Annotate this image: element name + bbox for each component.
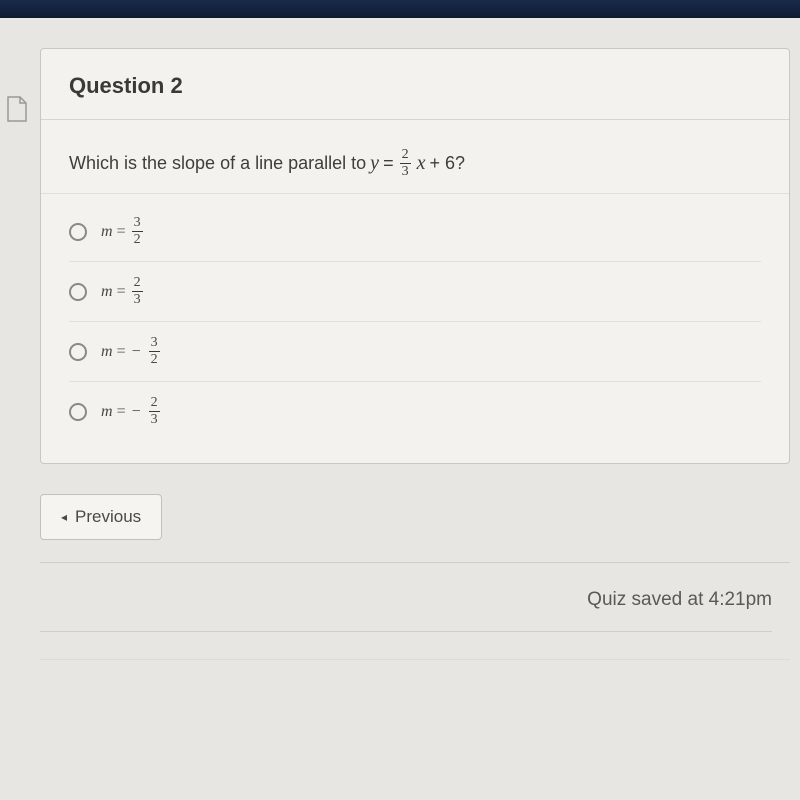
equals-sign: = xyxy=(383,153,394,174)
frac-den: 3 xyxy=(400,163,411,179)
radio-option-3[interactable] xyxy=(69,343,87,361)
previous-label: Previous xyxy=(75,507,141,527)
document-icon xyxy=(6,96,28,122)
question-body: Which is the slope of a line parallel to… xyxy=(41,120,789,194)
radio-option-2[interactable] xyxy=(69,283,87,301)
bottom-divider xyxy=(40,632,790,660)
save-status: Quiz saved at 4:21pm xyxy=(587,589,772,610)
option-4-label: m = − 2 3 xyxy=(101,396,162,427)
prompt-tail: + 6? xyxy=(429,153,465,174)
var-x: x xyxy=(417,152,426,175)
quiz-page: Question 2 Which is the slope of a line … xyxy=(0,18,800,660)
option-2[interactable]: m = 2 3 xyxy=(69,262,761,322)
fraction-2-3: 2 3 xyxy=(400,148,411,179)
radio-option-1[interactable] xyxy=(69,223,87,241)
option-4[interactable]: m = − 2 3 xyxy=(69,382,761,441)
option-1-label: m = 3 2 xyxy=(101,216,145,247)
option-3[interactable]: m = − 3 2 xyxy=(69,322,761,382)
save-status-row: Quiz saved at 4:21pm xyxy=(40,563,772,632)
option-2-label: m = 2 3 xyxy=(101,276,145,307)
frac-num: 2 xyxy=(400,148,411,163)
radio-option-4[interactable] xyxy=(69,403,87,421)
prompt-prefix: Which is the slope of a line parallel to xyxy=(69,153,366,174)
option-3-label: m = − 3 2 xyxy=(101,336,162,367)
option-1[interactable]: m = 3 2 xyxy=(69,202,761,262)
question-prompt: Which is the slope of a line parallel to… xyxy=(69,148,761,179)
previous-button[interactable]: ◂ Previous xyxy=(40,494,162,540)
var-y: y xyxy=(370,152,379,175)
caret-left-icon: ◂ xyxy=(61,510,67,524)
question-number: Question 2 xyxy=(69,73,761,99)
question-header: Question 2 xyxy=(41,49,789,120)
browser-top-bar xyxy=(0,0,800,18)
question-card: Question 2 Which is the slope of a line … xyxy=(40,48,790,464)
option-list: m = 3 2 m = 2 3 xyxy=(41,194,789,463)
nav-row: ◂ Previous xyxy=(40,494,790,563)
